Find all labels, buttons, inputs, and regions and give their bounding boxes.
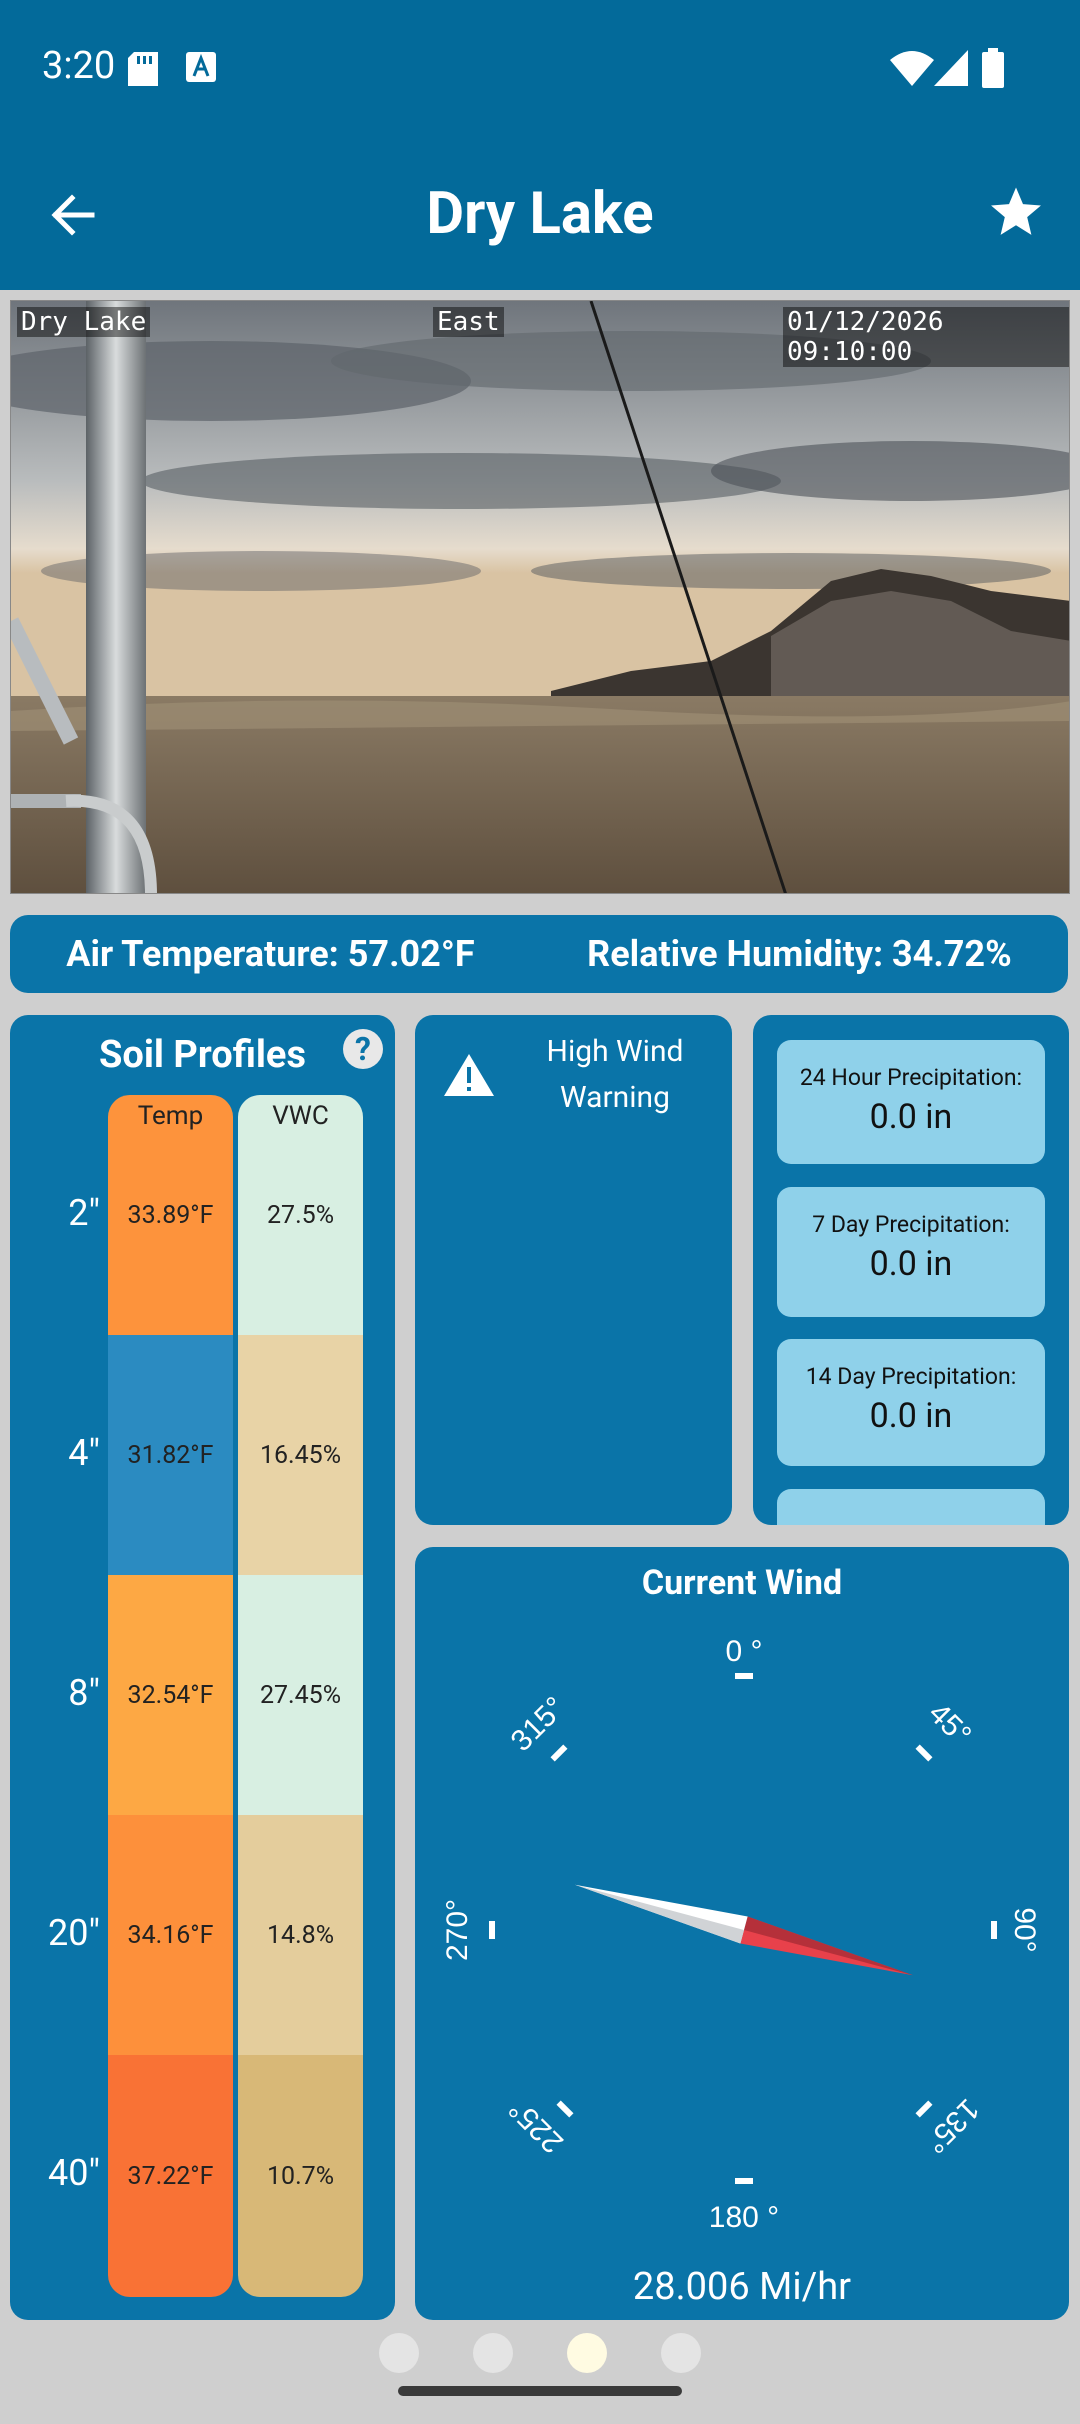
depth-label: 40" [48,2152,100,2194]
page-title: Dry Lake [426,180,654,248]
temp-header: Temp [137,1101,204,1131]
compass-tick [735,1673,753,1679]
compass-label-e: 90° [1008,1907,1041,1952]
soil-temp-column: Temp 33.89°F 31.82°F 32.54°F 34.16°F 37.… [108,1095,233,2297]
compass-tick [550,1744,568,1762]
soil-temp-cell: 37.22°F [108,2055,233,2297]
precip-label: 14 Day Precipitation: [805,1363,1017,1390]
needle-tail-shade [574,1884,744,1944]
compass-label-s: 180 ° [709,2201,779,2234]
compass-tick [735,2178,753,2184]
precip-label: 7 Day Precipitation: [812,1211,1010,1238]
vwc-header: VWC [272,1101,329,1131]
depth-label: 20" [48,1912,100,1954]
current-wind-title: Current Wind [641,1563,843,1603]
app-bar: Dry Lake [0,140,1080,290]
precip-card-partial [777,1489,1045,1525]
sd-card-icon [128,52,158,86]
depth-label: 2" [68,1192,100,1234]
soil-vwc-cell: 27.5% [238,1095,363,1335]
keyboard-a-icon [186,52,216,82]
soil-vwc-cell: 16.45% [238,1335,363,1575]
compass-tick [991,1921,997,1939]
wind-speed: 28.006 Mi/hr [632,2265,852,2309]
page-indicator[interactable] [0,2333,1080,2373]
climate-readings: Air Temperature: 57.02°F Relative Humidi… [10,915,1068,993]
cellular-signal-icon [934,50,968,86]
page-dot[interactable] [473,2333,513,2373]
wind-direction-needle [574,1884,914,1976]
home-gesture-bar[interactable] [398,2386,682,2396]
wifi-icon [890,51,934,86]
soil-vwc-cell: 10.7% [238,2055,363,2297]
compass-tick [915,2100,933,2118]
compass-tick [489,1921,495,1939]
soil-vwc-cell: 14.8% [238,1815,363,2055]
landscape-photo [11,301,1069,893]
precipitation-panel[interactable]: 24 Hour Precipitation: 0.0 in 7 Day Prec… [753,1015,1069,1525]
page-dot[interactable] [379,2333,419,2373]
camera-station-label: Dry Lake [17,307,151,337]
soil-temp-cell: 33.89°F [108,1095,233,1335]
needle-head-shade [744,1916,914,1976]
compass-label-ne: 45° [922,1697,977,1752]
warning-icon [444,1054,494,1096]
precip-label: 24 Hour Precipitation: [799,1064,1023,1091]
precip-value: 0.0 in [869,1244,953,1284]
warning-text-line2: Warning [560,1080,670,1115]
compass-label-w: 270° [441,1899,474,1961]
precip-card-24h: 24 Hour Precipitation: 0.0 in [777,1040,1045,1164]
soil-profiles-title: Soil Profiles [99,1033,306,1077]
camera-timestamp: 01/12/2026 09:10:00 [783,307,1069,367]
camera-image[interactable]: Dry Lake East 01/12/2026 09:10:00 [10,300,1070,894]
status-bar: 3:20 [0,0,1080,140]
soil-temp-cell: 34.16°F [108,1815,233,2055]
camera-direction-label: East [433,307,504,337]
precip-value: 0.0 in [869,1097,953,1137]
compass-tick [915,1744,933,1762]
wind-compass: 0 ° 180 ° 270° 90° 315° 45° 225° 135° [441,1635,1041,2234]
air-temperature: Air Temperature: 57.02°F [66,933,475,975]
precip-card-7d: 7 Day Precipitation: 0.0 in [777,1187,1045,1317]
status-time: 3:20 [42,44,116,88]
warning-text-line1: High Wind [546,1034,684,1069]
help-icon[interactable]: ? [343,1029,383,1069]
warning-text: High Wind Warning [515,1029,715,1121]
precip-value: 0.0 in [869,1396,953,1436]
current-wind-panel: Current Wind 0 ° 180 ° 270° 90° 315° 45°… [415,1547,1069,2320]
soil-vwc-column: VWC 27.5% 16.45% 27.45% 14.8% 10.7% [238,1095,363,2297]
page-dot-active[interactable] [567,2333,607,2373]
favorite-star-icon[interactable] [988,184,1044,240]
soil-vwc-cell: 27.45% [238,1575,363,1815]
relative-humidity: Relative Humidity: 34.72% [587,933,1012,975]
compass-label-n: 0 ° [725,1635,762,1668]
high-wind-warning-card[interactable]: High Wind Warning [415,1015,732,1525]
compass-tick [556,2100,574,2118]
depth-label: 4" [68,1432,100,1474]
precip-card-14d: 14 Day Precipitation: 0.0 in [777,1339,1045,1466]
soil-temp-cell: 31.82°F [108,1335,233,1575]
battery-icon [982,48,1004,88]
back-arrow-icon[interactable] [48,190,98,240]
depth-label: 8" [68,1672,100,1714]
page-dot[interactable] [661,2333,701,2373]
soil-temp-cell: 32.54°F [108,1575,233,1815]
